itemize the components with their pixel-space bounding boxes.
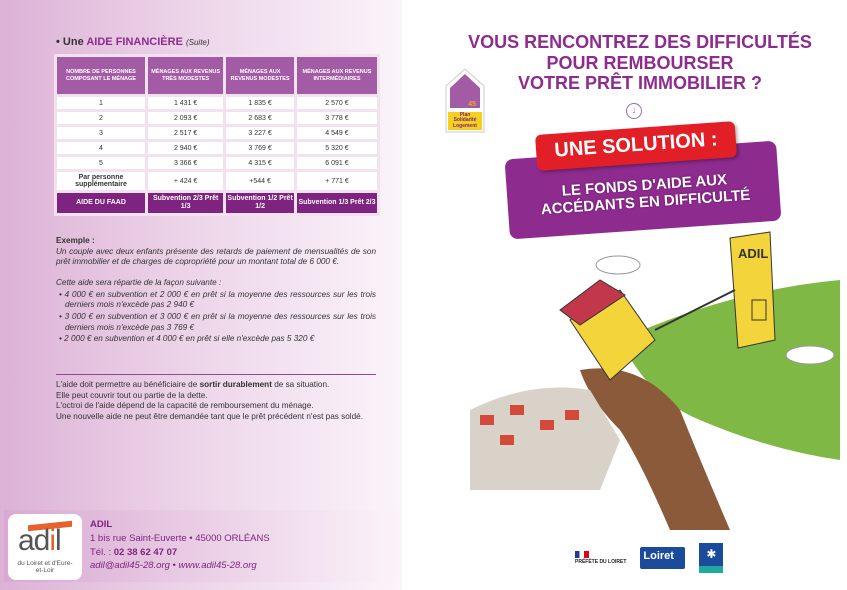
- table-cell: 2 517 €: [148, 127, 224, 139]
- table-cell: 6 091 €: [296, 157, 377, 169]
- contact-footer: adil du Loiret et d'Eure-et-Loir ADIL 1 …: [4, 510, 400, 582]
- phone-link[interactable]: 02 38 62 47 07: [113, 546, 178, 558]
- contact-info: ADIL 1 bis rue Saint-Euverte • 45000 ORL…: [90, 519, 270, 572]
- divider: [56, 374, 376, 375]
- table-cell: 2 683 €: [226, 112, 294, 124]
- table-cell: 2 940 €: [148, 142, 224, 154]
- section-title: • Une AIDE FINANCIÈRE (Suite): [56, 36, 210, 48]
- table-cell: + 771 €: [296, 172, 377, 190]
- web-links[interactable]: adil@adil45-28.org • www.adil45-28.org: [90, 560, 257, 572]
- table-cell: 4 549 €: [296, 127, 377, 139]
- table-cell: 3 769 €: [226, 142, 294, 154]
- table-cell: 1: [57, 97, 145, 109]
- faad-row: AIDE DU FAAD Subvention 2/3 Prêt 1/3 Sub…: [57, 193, 377, 213]
- table-cell: Par personne supplémentaire: [57, 172, 145, 190]
- faad-cell: Subvention 1/2 Prêt 1/2: [226, 193, 294, 213]
- example-list: • 4 000 € en subvention et 2 000 € en pr…: [56, 290, 376, 345]
- table-cell: 2 093 €: [148, 112, 224, 124]
- table-cell: 3 227 €: [226, 127, 294, 139]
- faad-label: AIDE DU FAAD: [57, 193, 145, 213]
- header-modest: MÉNAGES AUX REVENUS MODESTES: [226, 57, 294, 94]
- table-cell: 4 315 €: [226, 157, 294, 169]
- svg-text:45: 45: [468, 101, 476, 108]
- list-item: • 3 000 € en subvention et 3 000 € en pr…: [59, 311, 376, 332]
- list-item: • 4 000 € en subvention et 2 000 € en pr…: [59, 289, 376, 310]
- example-label: Exemple :: [56, 236, 95, 245]
- header-very-modest: MÉNAGES AUX REVENUS TRÈS MODESTES: [148, 57, 224, 94]
- table-cell: 2 570 €: [296, 97, 377, 109]
- header-persons: NOMBRE DE PERSONNES COMPOSANT LE MÉNAGE: [57, 57, 145, 94]
- partner-logos: PRÉFÈTE DU LOIRET Loiret ✱: [575, 543, 724, 573]
- header-intermediate: MÉNAGES AUX REVENUS INTERMÉDIAIRES: [296, 57, 377, 94]
- cover-headline: VOUS RENCONTREZ DES DIFFICULTÉS POUR REMB…: [468, 32, 812, 94]
- adil-sign-text: ADIL: [738, 246, 768, 261]
- table-cell: 1 835 €: [226, 97, 294, 109]
- table-cell: 1 431 €: [148, 97, 224, 109]
- example-lead: Cette aide sera répartie de la façon sui…: [56, 277, 222, 287]
- faad-cell: Subvention 1/3 Prêt 2/3: [296, 193, 377, 213]
- prefecture-logo: PRÉFÈTE DU LOIRET: [575, 550, 626, 566]
- list-item: • 2 000 € en subvention et 4 000 € en pr…: [59, 334, 315, 344]
- caf-logo: ✱: [699, 543, 724, 573]
- table-cell: 4: [57, 142, 145, 154]
- table-cell: 5: [57, 157, 145, 169]
- table-cell: 3 366 €: [148, 157, 224, 169]
- table-cell: 5 320 €: [296, 142, 377, 154]
- faad-cell: Subvention 2/3 Prêt 1/3: [148, 193, 224, 213]
- badge-text: Plan Solidarité Logement: [448, 112, 482, 130]
- adil-logo: adil du Loiret et d'Eure-et-Loir: [8, 514, 82, 580]
- loiret-logo: Loiret: [640, 547, 686, 569]
- cliff-house-illustration: ADIL: [470, 231, 840, 530]
- table-cell: 2: [57, 112, 145, 124]
- arrow-down-icon: ↓: [626, 103, 642, 119]
- conditions-text: L'aide doit permettre au bénéficiaire de…: [56, 380, 363, 421]
- table-cell: 3 778 €: [296, 112, 377, 124]
- income-table: NOMBRE DE PERSONNES COMPOSANT LE MÉNAGE …: [54, 54, 380, 216]
- table-cell: 3: [57, 127, 145, 139]
- table-header-row: NOMBRE DE PERSONNES COMPOSANT LE MÉNAGE …: [57, 57, 377, 94]
- table-cell: +544 €: [226, 172, 294, 190]
- table-row: Par personne supplémentaire + 424 € +544 €…: [57, 172, 377, 190]
- example-block: Exemple : Un couple avec deux enfants pr…: [56, 236, 376, 345]
- table-cell: + 424 €: [148, 172, 224, 190]
- example-intro: Un couple avec deux enfants présente des…: [56, 246, 376, 267]
